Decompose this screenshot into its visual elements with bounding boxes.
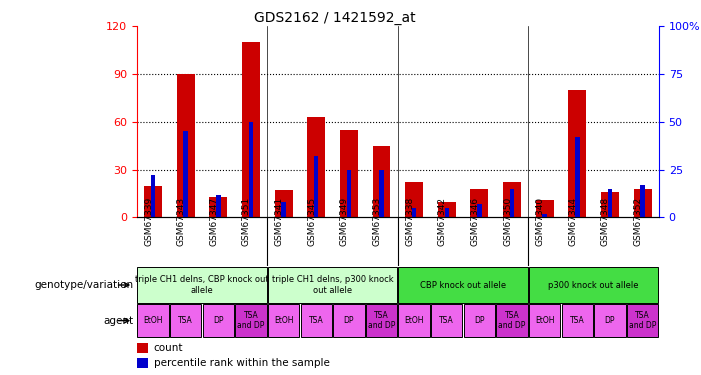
Bar <box>438 201 456 217</box>
Bar <box>529 267 658 303</box>
Bar <box>372 146 390 218</box>
Text: TSA
and DP: TSA and DP <box>237 311 264 330</box>
Bar <box>562 304 593 337</box>
Text: GSM67346: GSM67346 <box>470 197 479 246</box>
Bar <box>242 42 260 218</box>
Text: TSA
and DP: TSA and DP <box>368 311 395 330</box>
Text: DP: DP <box>474 316 484 325</box>
Text: p300 knock out allele: p300 knock out allele <box>548 280 639 290</box>
Bar <box>431 304 463 337</box>
Bar <box>203 304 234 337</box>
Text: DP: DP <box>605 316 615 325</box>
Bar <box>627 304 658 337</box>
Text: GSM67341: GSM67341 <box>275 197 284 246</box>
Text: GSM67339: GSM67339 <box>144 197 153 246</box>
Text: GSM67350: GSM67350 <box>503 197 512 246</box>
Text: GSM67351: GSM67351 <box>242 197 251 246</box>
Text: GSM67342: GSM67342 <box>438 197 447 246</box>
Text: count: count <box>154 343 183 353</box>
Bar <box>137 304 169 337</box>
Bar <box>510 189 515 218</box>
Text: genotype/variation: genotype/variation <box>34 280 133 290</box>
Text: EtOH: EtOH <box>404 316 424 325</box>
Text: GSM67353: GSM67353 <box>372 197 381 246</box>
Text: GSM67348: GSM67348 <box>601 197 610 246</box>
Bar <box>543 214 547 217</box>
Text: TSA
and DP: TSA and DP <box>498 311 526 330</box>
Bar <box>151 176 155 217</box>
Bar <box>398 304 430 337</box>
Text: GSM67340: GSM67340 <box>536 197 545 246</box>
Bar <box>634 189 652 218</box>
Bar <box>137 358 149 368</box>
Bar <box>301 304 332 337</box>
Text: DP: DP <box>343 316 354 325</box>
Bar <box>307 117 325 218</box>
Bar <box>268 267 397 303</box>
Bar <box>398 267 528 303</box>
Bar <box>346 170 351 217</box>
Bar <box>470 189 489 218</box>
Bar <box>379 170 383 217</box>
Bar <box>236 304 266 337</box>
Text: CBP knock out allele: CBP knock out allele <box>420 280 506 290</box>
Bar <box>601 192 619 217</box>
Bar <box>249 122 253 218</box>
Text: GSM67352: GSM67352 <box>634 197 643 246</box>
Text: TSA: TSA <box>440 316 454 325</box>
Bar <box>412 208 416 218</box>
Text: triple CH1 delns, CBP knock out
allele: triple CH1 delns, CBP knock out allele <box>135 275 268 295</box>
Text: triple CH1 delns, p300 knock
out allele: triple CH1 delns, p300 knock out allele <box>272 275 393 295</box>
Text: DP: DP <box>213 316 224 325</box>
Bar <box>503 182 521 218</box>
Bar <box>177 74 195 217</box>
Bar <box>529 304 560 337</box>
Text: GSM67344: GSM67344 <box>569 197 578 246</box>
Bar <box>137 343 149 353</box>
Bar <box>405 182 423 218</box>
Bar <box>608 189 612 218</box>
Bar <box>281 202 286 217</box>
Bar <box>314 156 318 218</box>
Text: GSM67345: GSM67345 <box>307 197 316 246</box>
Bar <box>333 304 365 337</box>
Bar <box>137 267 266 303</box>
Text: GSM67338: GSM67338 <box>405 197 414 246</box>
Bar <box>477 204 482 218</box>
Bar <box>464 304 495 337</box>
Bar <box>444 208 449 218</box>
Text: EtOH: EtOH <box>143 316 163 325</box>
Text: agent: agent <box>103 316 133 326</box>
Text: GSM67349: GSM67349 <box>340 197 349 246</box>
Bar <box>275 190 292 217</box>
Text: GSM67347: GSM67347 <box>210 197 218 246</box>
Bar <box>210 197 227 217</box>
Text: TSA: TSA <box>570 316 585 325</box>
Text: GSM67343: GSM67343 <box>177 197 186 246</box>
Bar <box>268 304 299 337</box>
Text: TSA
and DP: TSA and DP <box>629 311 656 330</box>
Text: GDS2162 / 1421592_at: GDS2162 / 1421592_at <box>254 11 416 25</box>
Bar <box>170 304 201 337</box>
Bar <box>144 186 162 218</box>
Bar <box>641 185 645 218</box>
Bar <box>184 132 188 218</box>
Bar <box>366 304 397 337</box>
Text: TSA: TSA <box>309 316 324 325</box>
Text: EtOH: EtOH <box>274 316 293 325</box>
Bar <box>575 137 580 218</box>
Text: EtOH: EtOH <box>535 316 554 325</box>
Bar <box>496 304 528 337</box>
Text: TSA: TSA <box>178 316 193 325</box>
Bar <box>340 130 358 218</box>
Bar <box>536 200 554 217</box>
Bar <box>594 304 626 337</box>
Bar <box>569 90 586 218</box>
Bar <box>216 195 221 217</box>
Text: percentile rank within the sample: percentile rank within the sample <box>154 358 329 368</box>
